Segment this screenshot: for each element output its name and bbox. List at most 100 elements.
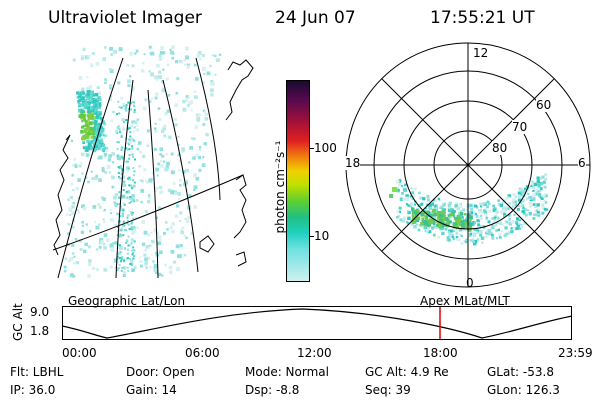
emission-pixel xyxy=(89,112,94,117)
emission-pixel xyxy=(544,193,547,196)
emission-pixel xyxy=(108,171,111,174)
emission-pixel xyxy=(182,99,186,104)
emission-pixel xyxy=(129,178,132,181)
emission-pixel xyxy=(84,242,88,247)
emission-pixel xyxy=(128,148,131,151)
emission-pixel xyxy=(398,210,402,214)
emission-pixel xyxy=(118,106,121,109)
filter-info: Flt: LBHL xyxy=(10,365,64,379)
emission-pixel xyxy=(134,216,137,219)
emission-pixel xyxy=(169,48,172,51)
emission-pixel xyxy=(515,221,519,225)
emission-pixel xyxy=(456,214,461,219)
emission-pixel xyxy=(183,182,187,186)
emission-pixel xyxy=(93,110,98,115)
emission-pixel xyxy=(469,215,473,220)
emission-pixel xyxy=(418,224,422,227)
emission-pixel xyxy=(463,240,466,243)
emission-pixel xyxy=(102,133,105,137)
emission-pixel xyxy=(446,236,450,239)
emission-pixel xyxy=(96,125,99,128)
emission-pixel xyxy=(165,77,169,81)
mlt-label-18: 18 xyxy=(345,156,361,170)
emission-pixel xyxy=(117,166,120,169)
emission-pixel xyxy=(150,97,154,100)
emission-pixel xyxy=(193,185,198,190)
time-label: 17:55:21 UT xyxy=(430,8,535,28)
emission-pixel xyxy=(100,240,104,244)
emission-pixel xyxy=(197,50,202,55)
emission-pixel xyxy=(472,224,475,227)
emission-pixel xyxy=(540,197,544,200)
emission-pixel xyxy=(81,204,85,209)
emission-pixel xyxy=(87,262,92,267)
emission-pixel xyxy=(98,223,101,226)
emission-pixel xyxy=(403,188,407,192)
emission-pixel xyxy=(190,109,193,112)
emission-pixel xyxy=(120,258,123,261)
emission-pixel xyxy=(129,51,134,56)
emission-pixel xyxy=(128,191,131,194)
emission-pixel xyxy=(529,203,533,207)
emission-pixel xyxy=(528,201,532,205)
emission-pixel xyxy=(125,239,129,243)
emission-pixel xyxy=(455,202,458,206)
emission-pixel xyxy=(119,246,124,251)
emission-pixel xyxy=(496,216,500,220)
emission-pixel xyxy=(117,141,120,144)
timeline-frame xyxy=(62,306,572,340)
emission-pixel xyxy=(119,234,123,238)
emission-pixel xyxy=(218,53,222,56)
emission-pixel xyxy=(102,197,106,201)
emission-pixel xyxy=(127,126,130,129)
emission-pixel xyxy=(155,167,160,172)
emission-pixel xyxy=(188,101,192,106)
emission-pixel xyxy=(204,116,209,121)
emission-pixel xyxy=(407,204,410,207)
emission-pixel xyxy=(484,207,488,211)
emission-pixel xyxy=(441,231,445,236)
emission-pixel xyxy=(72,58,76,62)
emission-pixel xyxy=(525,185,530,189)
emission-pixel xyxy=(526,189,530,193)
emission-pixel xyxy=(459,228,463,232)
emission-pixel xyxy=(149,266,152,269)
emission-pixel xyxy=(154,189,157,193)
emission-pixel xyxy=(178,59,182,63)
emission-pixel xyxy=(71,174,74,177)
emission-pixel xyxy=(121,118,125,122)
emission-pixel xyxy=(211,54,214,57)
emission-pixel xyxy=(132,198,135,202)
emission-pixel xyxy=(132,217,135,220)
emission-pixel xyxy=(494,214,497,218)
emission-pixel xyxy=(479,233,483,237)
emission-pixel xyxy=(522,206,525,209)
emission-pixel xyxy=(101,166,105,170)
emission-pixel xyxy=(148,45,152,49)
emission-pixel xyxy=(205,132,209,137)
mlt-label-0: 0 xyxy=(466,276,474,290)
emission-pixel xyxy=(185,95,189,99)
emission-pixel xyxy=(411,197,414,200)
emission-pixel xyxy=(158,272,162,277)
emission-pixel xyxy=(150,72,154,77)
emission-pixel xyxy=(399,197,404,202)
emission-pixel xyxy=(76,91,80,95)
emission-pixel xyxy=(84,131,88,135)
emission-pixel xyxy=(87,88,91,92)
emission-pixel xyxy=(423,221,428,225)
emission-pixel xyxy=(537,183,542,187)
emission-pixel xyxy=(159,250,163,255)
emission-pixel xyxy=(91,101,94,104)
emission-pixel xyxy=(432,222,436,226)
emission-pixel xyxy=(125,119,128,122)
emission-pixel xyxy=(76,209,79,212)
emission-pixel xyxy=(84,123,89,128)
colorbar-tick-100: 100 xyxy=(314,141,337,155)
emission-pixel xyxy=(484,213,488,217)
emission-pixel xyxy=(185,236,188,240)
emission-pixel xyxy=(103,268,107,272)
emission-pixel xyxy=(475,215,479,218)
emission-pixel xyxy=(113,202,117,206)
emission-pixel xyxy=(141,242,146,247)
